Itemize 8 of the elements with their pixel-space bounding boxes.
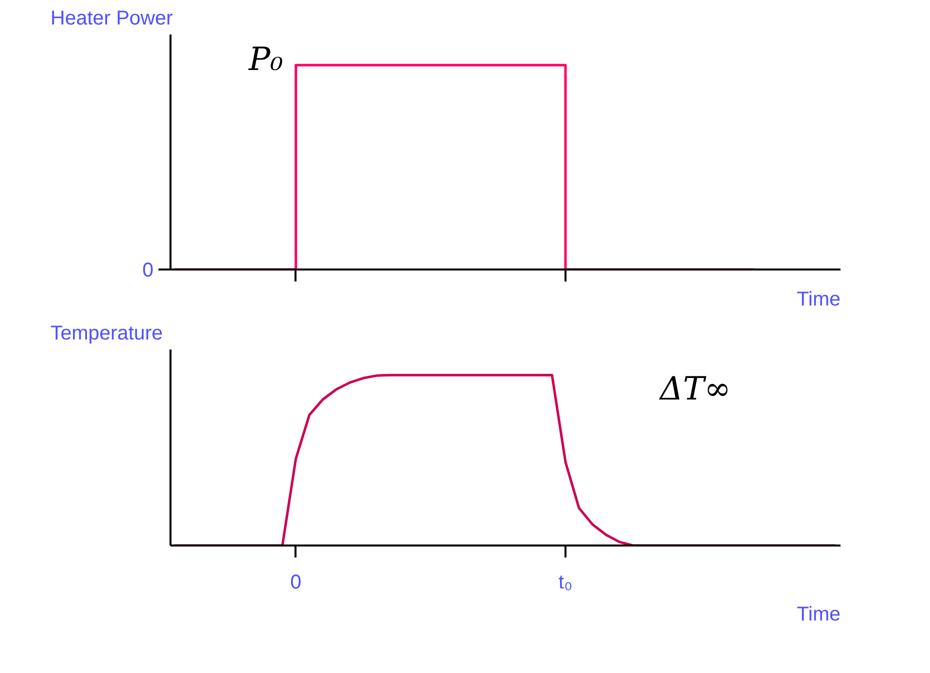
- x-tick-label: t₀: [558, 572, 572, 594]
- x-axis-title: Time: [796, 604, 840, 626]
- x-axis-title: Time: [796, 288, 840, 310]
- text: 0: [142, 260, 154, 282]
- annotation: ΔT∞: [658, 370, 731, 408]
- y-axis-title: Heater Power: [50, 8, 174, 30]
- annotation: P₀: [248, 40, 284, 78]
- y-axis-title: Temperature: [50, 322, 163, 344]
